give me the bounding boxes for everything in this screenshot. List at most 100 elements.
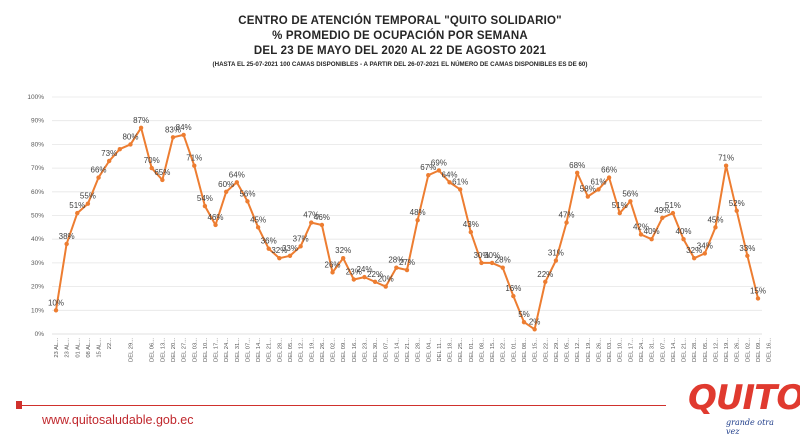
data-label: 83% [165, 125, 181, 134]
data-label: 45% [250, 215, 266, 224]
data-point [404, 267, 410, 273]
x-tick-label: DEL 19... [724, 338, 730, 362]
data-label: 70% [144, 156, 160, 165]
data-label: 58% [580, 185, 596, 194]
data-label: 55% [80, 192, 96, 201]
data-point [106, 158, 112, 164]
data-label: 67% [420, 163, 436, 172]
data-label: 52% [729, 199, 745, 208]
data-point [372, 279, 378, 285]
x-tick-label: DEL 07... [660, 338, 666, 362]
x-tick-label: DEL 28... [277, 338, 283, 362]
y-tick-label: 20% [31, 284, 44, 291]
data-point [362, 274, 367, 280]
data-point [298, 244, 303, 249]
data-point [511, 293, 516, 299]
x-tick-label: DEL 19... [586, 338, 592, 362]
data-point [170, 135, 176, 140]
x-tick-label: DEL 26... [596, 338, 602, 362]
data-label: 47% [559, 211, 575, 220]
data-point [277, 255, 282, 261]
data-point [234, 180, 240, 185]
x-tick-label: DEL 28... [416, 338, 422, 362]
x-tick-label: DEL 17... [628, 338, 634, 362]
x-tick-label: DEL 11... [437, 338, 443, 362]
data-point [606, 175, 612, 180]
data-point [543, 279, 548, 285]
x-tick-label: DEL 09... [341, 338, 347, 362]
x-tick-label: DEL 01... [511, 338, 517, 362]
x-tick-label: DEL 31... [650, 338, 656, 362]
x-tick-label: DEL 26... [320, 338, 326, 362]
data-point [85, 201, 91, 206]
data-label: 32% [686, 246, 702, 255]
data-label: 32% [271, 246, 287, 255]
data-label: 28% [388, 256, 404, 265]
data-label: 43% [463, 220, 479, 229]
data-label: 51% [612, 201, 628, 210]
x-tick-label: DEL 06... [150, 338, 156, 362]
data-point [96, 175, 101, 180]
data-point [702, 251, 708, 256]
data-point [436, 168, 442, 173]
data-label: 22% [537, 270, 553, 279]
data-label: 61% [590, 177, 606, 186]
x-tick-label: 22... [107, 338, 113, 350]
x-tick-label: DEL 17... [214, 338, 220, 362]
data-point [223, 189, 229, 194]
data-point [734, 208, 739, 213]
data-point [138, 125, 144, 131]
data-point [468, 229, 474, 235]
data-point [192, 163, 197, 168]
y-tick-label: 70% [31, 165, 44, 172]
data-label: 46% [208, 213, 224, 222]
data-point [309, 220, 314, 225]
x-tick-label: DEL 02... [331, 338, 337, 362]
data-point [681, 237, 686, 242]
data-point [415, 218, 420, 223]
chart-subtitle: % PROMEDIO DE OCUPACIÓN POR SEMANA [272, 30, 528, 42]
data-label: 71% [186, 154, 202, 163]
x-tick-label: DEL 25... [458, 338, 464, 362]
x-tick-label: 23 AL... [54, 338, 60, 358]
x-tick-label: DEL 15... [490, 338, 496, 362]
x-tick-label: DEL 12... [575, 338, 581, 362]
data-label: 24% [356, 265, 372, 274]
data-label: 28% [495, 256, 511, 265]
x-tick-label: DEL 04... [426, 338, 432, 362]
x-tick-label: DEL 19... [309, 338, 315, 362]
x-tick-label: DEL 16... [352, 338, 358, 362]
x-tick-label: DEL 15... [533, 338, 539, 362]
x-tick-label: DEL 29... [128, 338, 134, 362]
data-point [149, 165, 154, 171]
data-label: 51% [69, 201, 85, 210]
x-tick-label: DEL 27... [182, 338, 188, 362]
data-point [553, 258, 559, 263]
x-tick-label: DEL 22... [501, 338, 507, 362]
x-tick-label: 23 AL... [65, 338, 71, 358]
x-tick-label: DEL 05... [288, 338, 294, 362]
data-label: 64% [229, 170, 245, 179]
data-point [53, 308, 59, 313]
x-tick-label: 01 AL... [75, 338, 81, 358]
data-point [564, 220, 569, 225]
data-label: 10% [48, 298, 64, 307]
chart-note: (HASTA EL 25-07-2021 100 CAMAS DISPONIBL… [212, 61, 588, 68]
data-label: 42% [633, 222, 649, 231]
data-point [245, 199, 250, 204]
data-label: 34% [697, 241, 713, 250]
data-label: 69% [431, 158, 447, 167]
x-tick-label: DEL 21... [405, 338, 411, 362]
data-label: 38% [59, 232, 75, 241]
data-point [340, 255, 346, 261]
website-link[interactable]: www.quitosaludable.gob.ec [42, 413, 194, 427]
data-label: 47% [303, 211, 319, 220]
data-point [723, 163, 729, 168]
data-label: 51% [665, 201, 681, 210]
data-point [351, 277, 357, 282]
data-label: 71% [718, 154, 734, 163]
x-tick-label: DEL 01... [469, 338, 475, 362]
x-tick-label: DEL 16... [767, 338, 773, 362]
data-label: 60% [218, 180, 234, 189]
x-tick-label: 15 AL... [97, 338, 103, 358]
